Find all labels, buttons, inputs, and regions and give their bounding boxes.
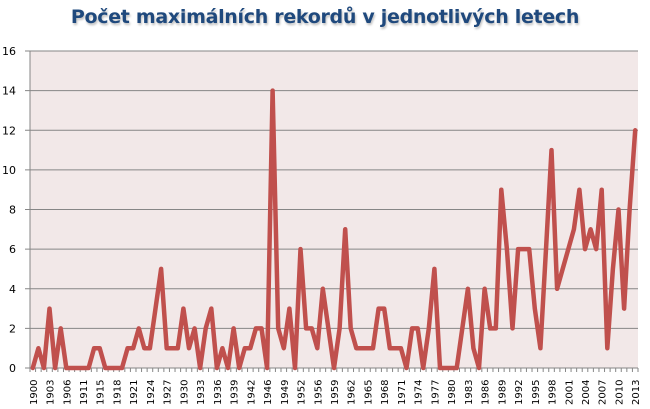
x-tick-label: 1942	[246, 380, 257, 405]
x-tick-label: 1995	[531, 380, 542, 405]
x-tick-label: 1918	[112, 380, 123, 405]
x-tick-label: 1965	[363, 380, 374, 405]
y-tick-label: 16	[2, 45, 16, 58]
x-tick-label: 1959	[330, 380, 341, 405]
x-tick-label: 1952	[297, 380, 308, 405]
x-tick-label: 1992	[514, 380, 525, 405]
x-tick-label: 1900	[29, 380, 40, 405]
x-tick-label: 1956	[313, 380, 324, 405]
x-tick-label: 1915	[96, 380, 107, 405]
x-tick-label: 1962	[347, 380, 358, 405]
x-tick-label: 1939	[230, 380, 241, 405]
x-tick-label: 1968	[380, 380, 391, 405]
x-tick-label: 1911	[79, 380, 90, 405]
x-tick-label: 1946	[263, 380, 274, 405]
x-tick-label: 2010	[614, 380, 625, 405]
y-tick-label: 10	[2, 164, 16, 177]
y-tick-label: 14	[2, 85, 16, 98]
x-tick-label: 1983	[464, 380, 475, 405]
x-tick-label: 1906	[62, 380, 73, 405]
chart-title: Počet maximálních rekordů v jednotlivých…	[70, 6, 580, 28]
x-tick-label: 1998	[548, 380, 559, 405]
y-tick-label: 4	[9, 283, 16, 296]
y-tick-label: 8	[9, 204, 16, 217]
x-tick-label: 1924	[146, 380, 157, 405]
x-tick-label: 1930	[179, 380, 190, 405]
x-tick-label: 1986	[481, 380, 492, 405]
x-axis: 1900 1903 1906 1911 1915 1918 1921 1924 1927 1930…	[29, 368, 642, 405]
x-tick-label: 1936	[213, 380, 224, 405]
y-tick-label: 0	[9, 362, 16, 375]
x-tick-label: 2007	[598, 380, 609, 405]
x-tick-label: 1927	[163, 380, 174, 405]
x-tick-label: 2001	[564, 380, 575, 405]
y-tick-label: 2	[9, 322, 16, 335]
series-line	[30, 88, 638, 371]
y-tick-label: 12	[2, 124, 16, 137]
series	[30, 88, 638, 371]
x-tick-label: 1903	[46, 380, 57, 405]
x-tick-label: 1921	[129, 380, 140, 405]
x-tick-label: 2004	[581, 380, 592, 405]
y-axis: 0 2 4 6 8 10 12 14 16	[2, 45, 31, 375]
x-tick-label: 1989	[497, 380, 508, 405]
y-tick-label: 6	[9, 243, 16, 256]
x-tick-label: 1949	[280, 380, 291, 405]
x-tick-label: 1971	[397, 380, 408, 405]
x-tick-label: 1980	[447, 380, 458, 405]
x-tick-label: 1977	[430, 380, 441, 405]
x-tick-label: 2013	[631, 380, 642, 405]
x-tick-label: 1933	[196, 380, 207, 405]
x-tick-label: 1974	[414, 380, 425, 405]
